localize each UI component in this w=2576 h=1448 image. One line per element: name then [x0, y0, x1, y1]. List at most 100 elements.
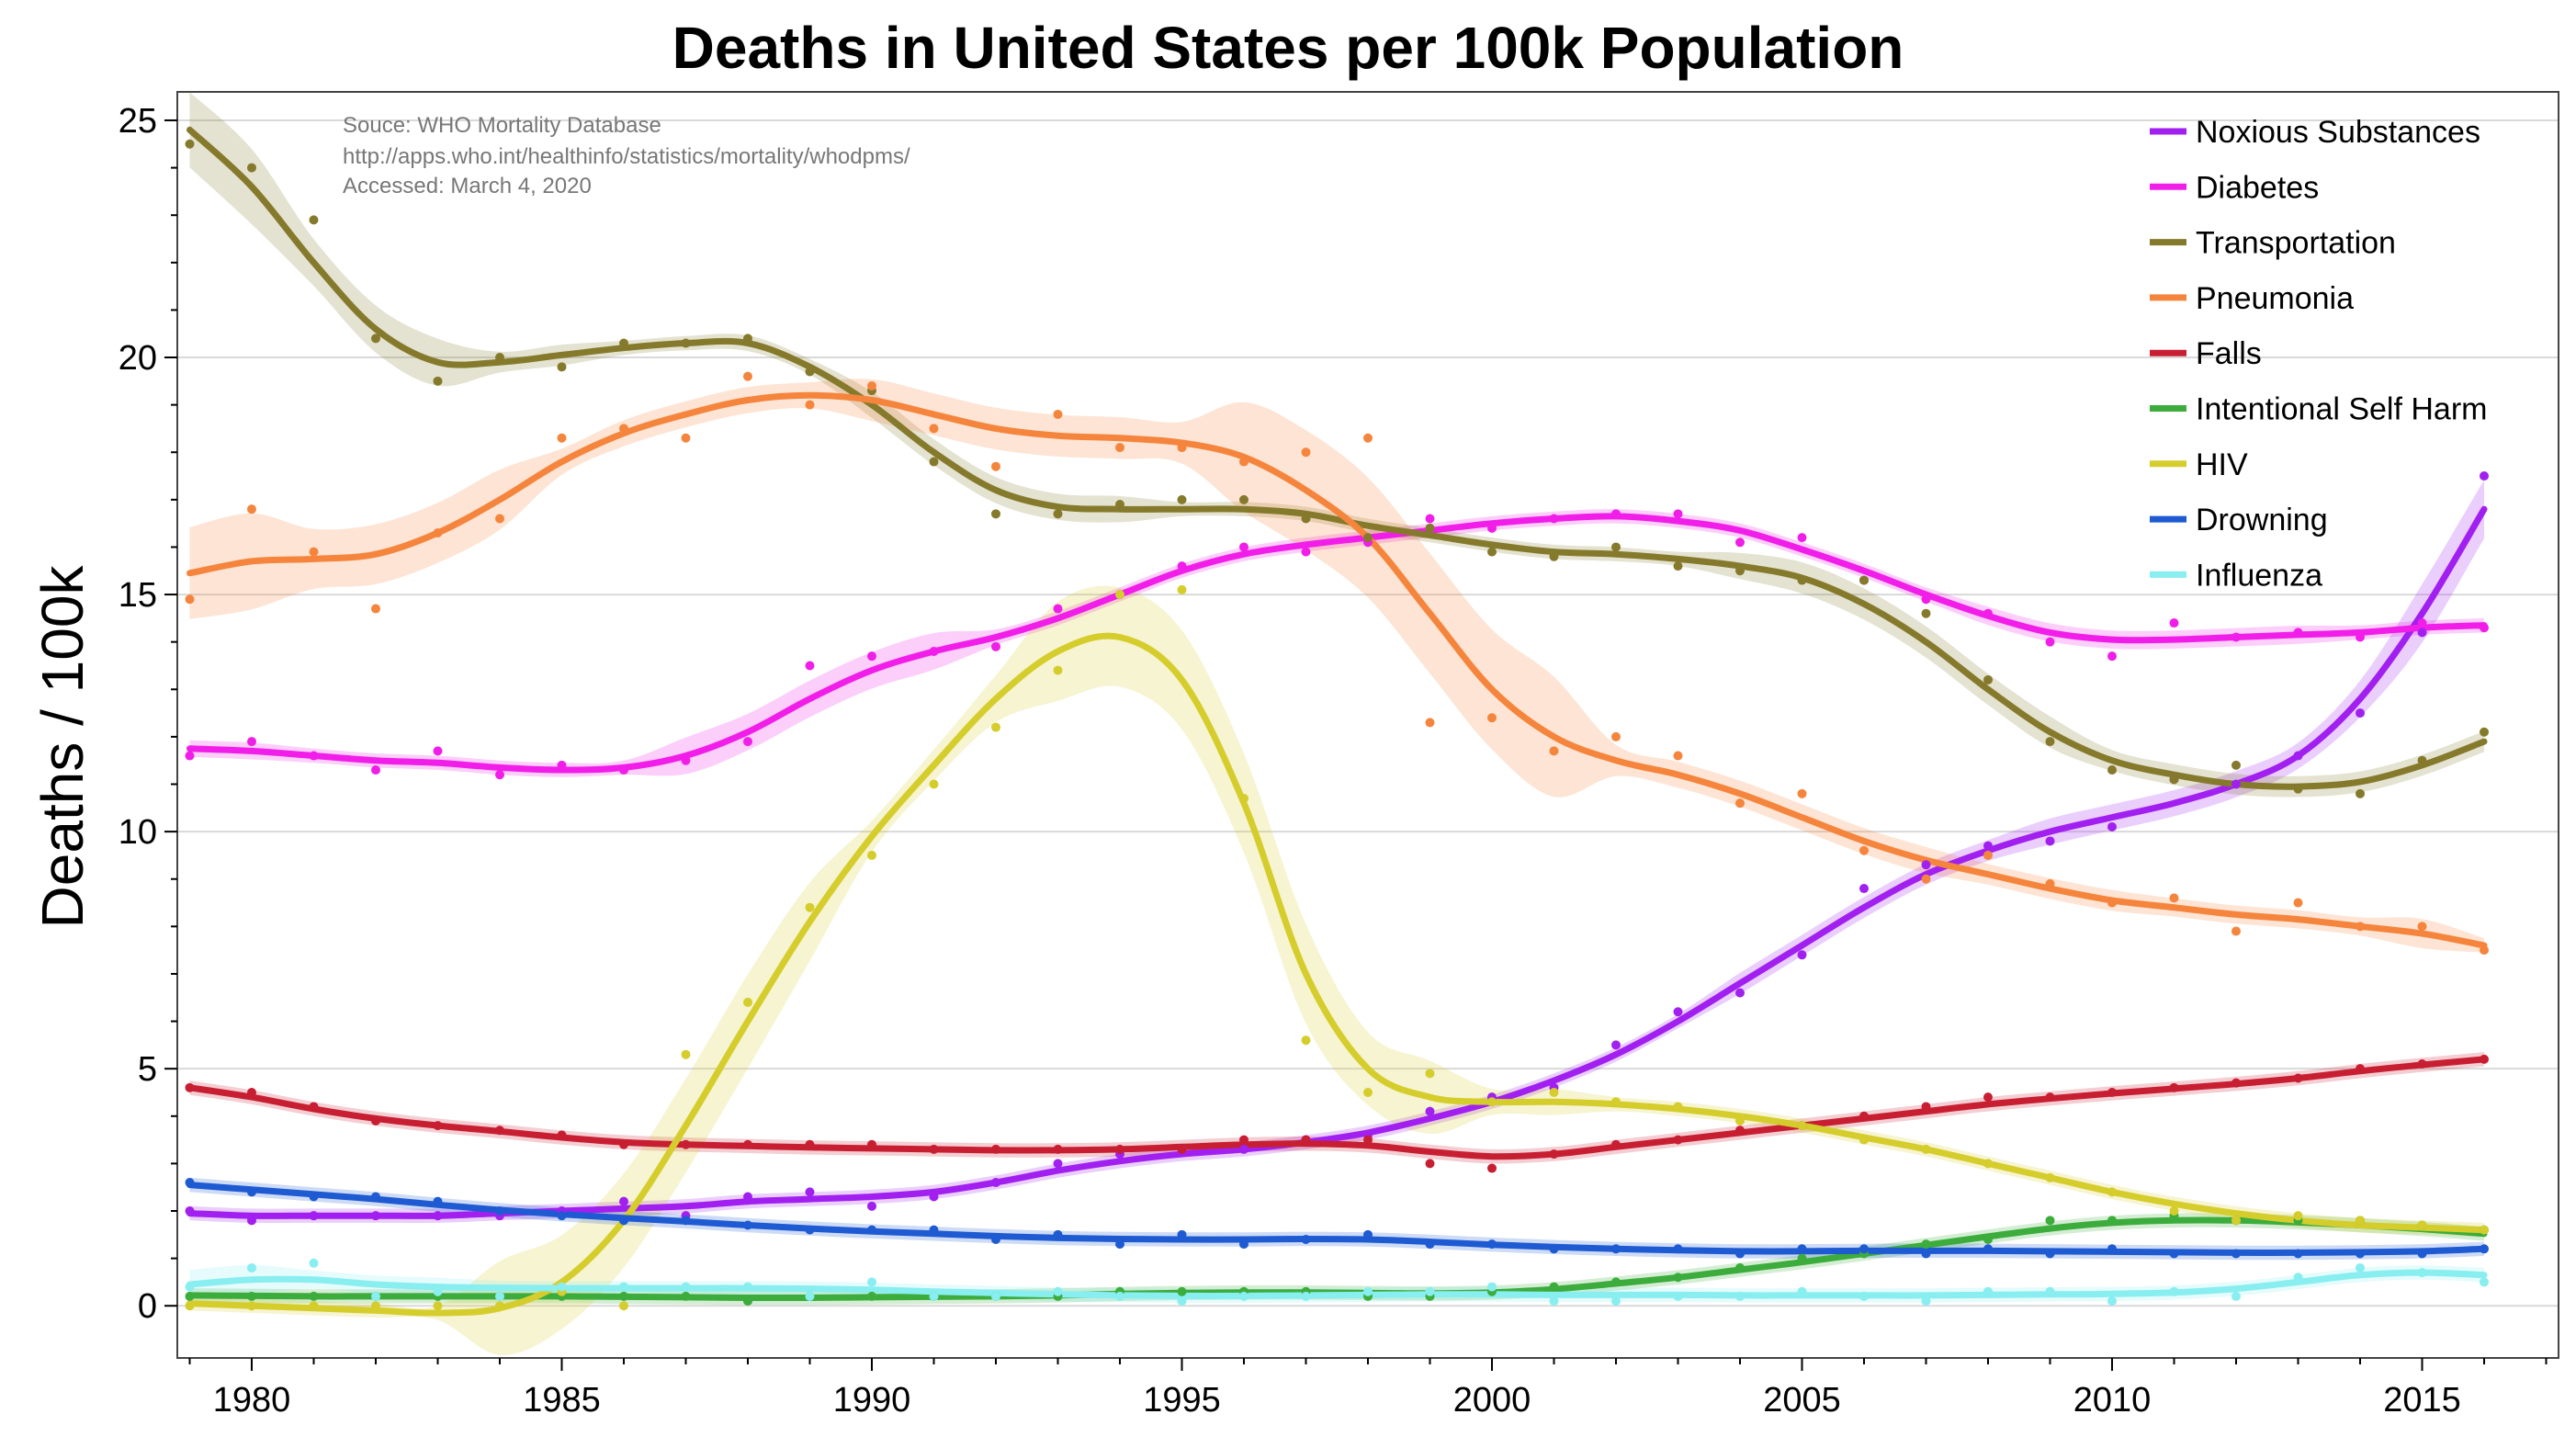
point-intentional-self-harm: [2107, 1216, 2117, 1226]
point-hiv: [743, 997, 752, 1007]
point-diabetes: [2107, 651, 2117, 662]
point-falls: [1177, 1144, 1187, 1154]
point-hiv: [1859, 1135, 1869, 1145]
point-influenza: [1301, 1291, 1311, 1301]
point-influenza: [247, 1262, 256, 1273]
point-transportation: [495, 353, 504, 363]
point-pneumonia: [1177, 443, 1187, 453]
legend-label-diabetes: Diabetes: [2196, 170, 2319, 205]
point-drowning: [371, 1192, 380, 1202]
point-falls: [1363, 1135, 1373, 1145]
point-transportation: [681, 338, 691, 348]
line-transportation: [186, 126, 2488, 790]
point-diabetes: [557, 760, 567, 770]
point-pneumonia: [433, 527, 443, 537]
point-influenza: [309, 1258, 319, 1268]
point-drowning: [433, 1196, 443, 1206]
point-intentional-self-harm: [1673, 1273, 1683, 1283]
point-diabetes: [1487, 523, 1497, 533]
point-drowning: [1487, 1239, 1497, 1250]
point-drowning: [1115, 1239, 1124, 1250]
point-noxious-substances: [2480, 471, 2489, 481]
point-influenza: [2293, 1273, 2303, 1283]
point-diabetes: [371, 765, 380, 775]
y-tick-label: 20: [119, 339, 157, 378]
point-transportation: [557, 362, 567, 372]
point-hiv: [1363, 1087, 1373, 1097]
point-transportation: [805, 367, 815, 377]
point-hiv: [1487, 1097, 1497, 1107]
point-diabetes: [1611, 509, 1621, 519]
x-tick-label: 1990: [833, 1381, 911, 1420]
point-influenza: [1425, 1286, 1435, 1296]
point-hiv: [991, 722, 1000, 732]
point-diabetes: [991, 641, 1000, 651]
point-falls: [1301, 1135, 1311, 1145]
point-intentional-self-harm: [1921, 1239, 1931, 1250]
x-tick-label: 2015: [2383, 1381, 2461, 1420]
legend-label-intentional-self-harm: Intentional Self Harm: [2196, 392, 2488, 427]
band-diabetes: [189, 509, 2484, 777]
point-drowning: [2169, 1249, 2179, 1259]
x-tick-label: 1995: [1143, 1381, 1221, 1420]
point-diabetes: [247, 737, 256, 747]
point-drowning: [1363, 1229, 1373, 1239]
point-noxious-substances: [2293, 751, 2303, 761]
point-noxious-substances: [619, 1196, 628, 1206]
point-transportation: [2107, 765, 2117, 775]
point-falls: [1115, 1144, 1124, 1154]
y-tick-label: 0: [138, 1287, 157, 1326]
grid-lines: [177, 119, 2559, 1307]
point-influenza: [1859, 1291, 1869, 1301]
point-pneumonia: [2169, 893, 2179, 903]
point-transportation: [2417, 755, 2427, 765]
point-pneumonia: [1301, 447, 1311, 458]
x-tick-label: 2010: [2073, 1381, 2152, 1420]
point-pneumonia: [929, 424, 939, 434]
x-tick-label: 2000: [1453, 1381, 1531, 1420]
source-note-line: Accessed: March 4, 2020: [343, 174, 592, 198]
point-influenza: [2480, 1277, 2489, 1287]
point-drowning: [805, 1225, 815, 1235]
point-transportation: [1673, 561, 1683, 571]
point-hiv: [2169, 1206, 2179, 1216]
point-noxious-substances: [1797, 950, 1807, 960]
point-hiv: [1301, 1035, 1311, 1046]
point-diabetes: [433, 746, 443, 756]
point-falls: [1673, 1135, 1683, 1145]
point-diabetes: [1921, 594, 1931, 605]
point-falls: [1983, 1092, 1993, 1103]
point-transportation: [1177, 494, 1187, 504]
point-hiv: [2417, 1220, 2427, 1230]
point-pneumonia: [2045, 878, 2055, 888]
point-hiv: [1425, 1069, 1435, 1079]
point-hiv: [1239, 793, 1248, 803]
y-tick-label: 10: [119, 813, 157, 852]
point-influenza: [433, 1286, 443, 1296]
band-transportation: [189, 92, 2484, 798]
point-pneumonia: [1983, 850, 1993, 860]
point-intentional-self-harm: [1735, 1262, 1745, 1273]
point-transportation: [991, 509, 1000, 519]
point-noxious-substances: [309, 1211, 319, 1221]
y-tick-label: 15: [119, 576, 157, 615]
point-pneumonia: [1611, 731, 1621, 741]
point-pneumonia: [1673, 751, 1683, 761]
point-influenza: [495, 1291, 504, 1301]
point-diabetes: [495, 770, 504, 780]
legend-label-falls: Falls: [2196, 336, 2262, 371]
legend-label-hiv: HIV: [2196, 447, 2248, 482]
point-drowning: [1301, 1234, 1311, 1244]
point-drowning: [185, 1178, 195, 1188]
point-noxious-substances: [1425, 1106, 1435, 1116]
point-diabetes: [2231, 632, 2241, 642]
point-pneumonia: [495, 514, 504, 524]
point-noxious-substances: [2045, 836, 2055, 846]
point-drowning: [2356, 1249, 2365, 1259]
point-influenza: [867, 1277, 876, 1287]
point-transportation: [619, 338, 628, 348]
point-hiv: [1735, 1115, 1745, 1126]
point-influenza: [1239, 1291, 1248, 1301]
point-intentional-self-harm: [1549, 1282, 1559, 1292]
point-drowning: [1239, 1239, 1248, 1250]
